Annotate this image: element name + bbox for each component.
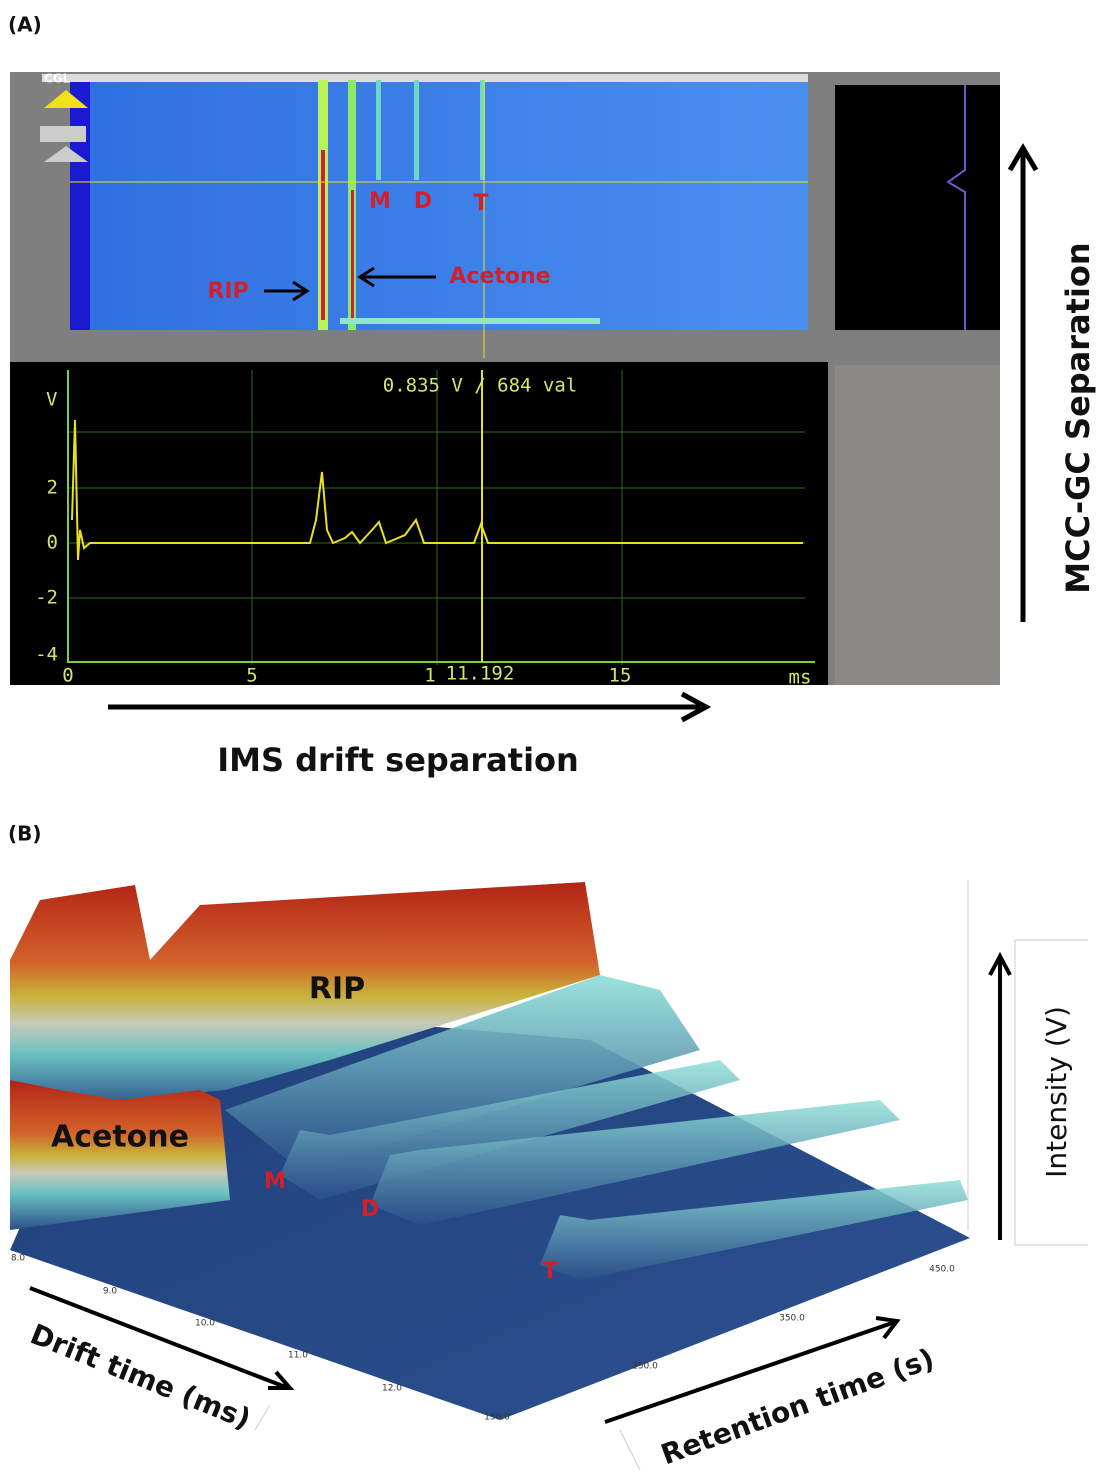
peak-label: M <box>264 1169 286 1194</box>
x-tick-label: 0 <box>62 665 73 687</box>
spectrum-trace <box>71 419 803 561</box>
peak-label: Acetone <box>51 1120 189 1155</box>
drift-tick: 9.0 <box>103 1287 118 1297</box>
y-tick-label: 2 <box>47 477 58 499</box>
panel-label: (B) <box>8 822 42 846</box>
y-tick-label: -2 <box>35 587 58 609</box>
side-spectrum <box>835 85 1000 330</box>
x-unit: ms <box>789 667 812 689</box>
retention-tick: 150.0 <box>484 1413 510 1423</box>
heatmap <box>70 80 808 330</box>
x-caption: IMS drift separation <box>217 741 579 779</box>
y-tick-label: -4 <box>35 644 58 666</box>
panel-label: (A) <box>8 13 42 37</box>
peak-label: Acetone <box>449 264 550 289</box>
heatmap-streaks <box>318 80 600 330</box>
drift-tick: 12.0 <box>382 1384 402 1394</box>
retention-tick: 450.0 <box>929 1265 955 1275</box>
peak-label: RIP <box>207 279 248 304</box>
peak-label: T <box>542 1259 557 1284</box>
x-tick-label: 15 <box>609 665 632 687</box>
peak-label: M <box>369 189 391 214</box>
intensity-label: Intensity (V) <box>1040 1006 1073 1178</box>
y-caption: MCC-GC Separation <box>1059 242 1097 593</box>
control <box>44 90 88 108</box>
peak-label: RIP <box>309 972 365 1007</box>
peak-label: D <box>414 189 432 214</box>
surface-acetone <box>10 1080 230 1230</box>
pointer-arrow <box>264 266 436 302</box>
retention-label: Retention time (s) <box>657 1342 939 1471</box>
axis-arrow <box>108 691 712 723</box>
axis-arrow <box>1007 143 1039 622</box>
drift-label: Drift time (ms) <box>26 1317 256 1435</box>
control <box>44 146 88 162</box>
side-trace <box>946 85 966 330</box>
axis-arrows <box>29 951 1012 1424</box>
x-tick-label: 1 <box>424 665 435 687</box>
y-unit: V <box>46 389 57 411</box>
peak-label: T <box>473 191 488 216</box>
spectrum-panel <box>10 362 828 685</box>
heatmap-bar <box>42 74 808 82</box>
readout: 0.835 V / 684 val <box>383 375 577 397</box>
surface-ridge <box>370 1100 900 1225</box>
y-tick-label: 0 <box>47 532 58 554</box>
surface-ridge <box>540 1180 968 1280</box>
axis-frame <box>254 880 1088 1471</box>
retention-tick: 250.0 <box>632 1362 658 1372</box>
surface-ridge <box>225 975 700 1170</box>
heatmap-edge <box>70 80 90 330</box>
drift-tick: 8.0 <box>11 1254 26 1264</box>
control <box>40 126 86 142</box>
logo: CGL <box>44 72 71 86</box>
empty-panel <box>835 365 1000 685</box>
cursor-value: 11.192 <box>446 663 515 685</box>
axes <box>67 370 815 663</box>
peak-label: D <box>361 1197 379 1222</box>
retention-tick: 350.0 <box>779 1314 805 1324</box>
x-tick-label: 5 <box>246 665 257 687</box>
drift-tick: 10.0 <box>195 1319 215 1329</box>
surface-rip <box>10 882 600 1110</box>
drift-tick: 11.0 <box>288 1351 308 1361</box>
